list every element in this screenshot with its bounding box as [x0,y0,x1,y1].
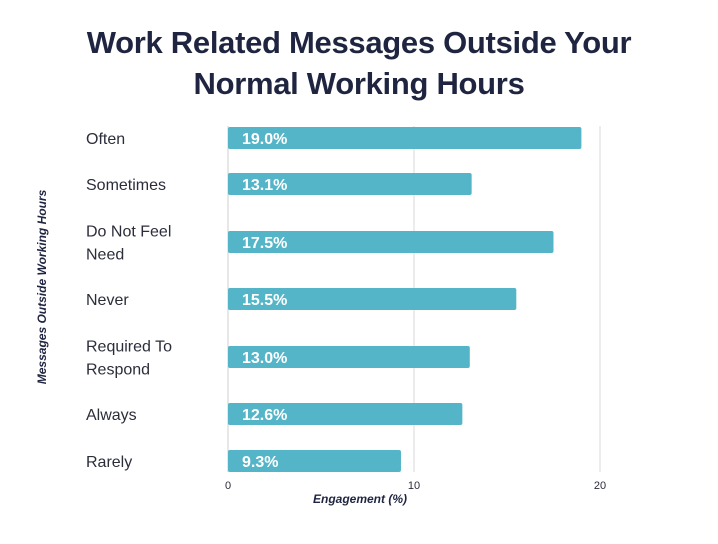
x-tick-label-0: 0 [225,480,231,492]
category-label-2-line-0: Do Not Feel [86,224,171,241]
value-label-6: 9.3% [242,454,278,471]
value-label-0: 19.0% [242,131,287,148]
bar-2 [228,231,554,253]
x-axis-title: Engagement (%) [313,492,407,506]
category-label-0: Often [86,131,125,148]
chart-title-line-1: Work Related Messages Outside Your [86,25,632,60]
bar-5 [228,403,463,425]
category-label-4-line-1: Respond [86,362,150,379]
chart-title-line-2: Normal Working Hours [193,66,525,101]
bar-4 [228,346,470,368]
bar-1 [228,173,472,195]
x-tick-label-20: 20 [594,480,606,492]
bar-0 [228,127,582,149]
y-axis-title: Messages Outside Working Hours [35,189,49,384]
x-tick-label-10: 10 [408,480,420,492]
value-label-5: 12.6% [242,407,287,424]
value-label-2: 17.5% [242,235,287,252]
bar-3 [228,288,517,310]
bar-6 [228,450,401,472]
value-label-3: 15.5% [242,292,287,309]
value-label-1: 13.1% [242,177,287,194]
value-label-4: 13.0% [242,350,287,367]
category-label-5: Always [86,407,137,424]
category-label-4-line-0: Required To [86,339,172,356]
category-label-1: Sometimes [86,177,166,194]
chart-title: Work Related Messages Outside Your Norma… [0,22,718,104]
category-label-3: Never [86,292,129,309]
category-label-6: Rarely [86,454,132,471]
category-label-2-line-1: Need [86,247,124,264]
